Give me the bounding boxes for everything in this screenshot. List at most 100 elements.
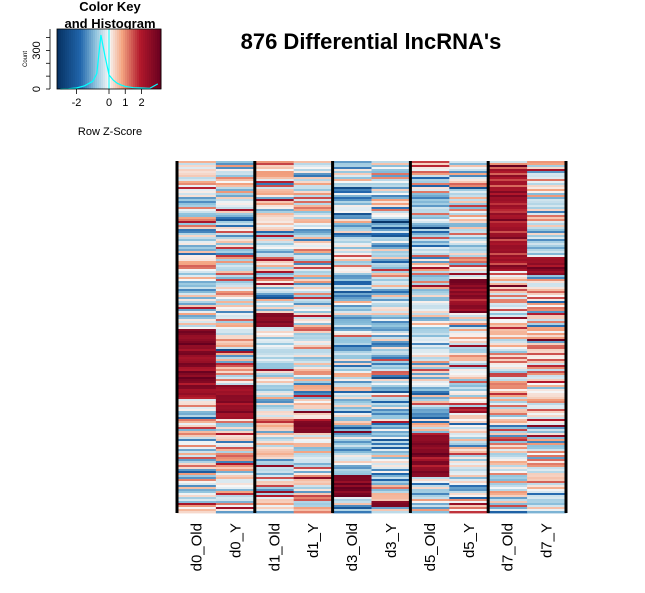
heatmap-cell xyxy=(410,231,450,234)
heatmap-cell xyxy=(371,215,411,218)
heatmap-cell xyxy=(527,239,567,242)
heatmap-cell xyxy=(254,357,295,360)
heatmap-cell xyxy=(254,295,295,298)
heatmap-cell xyxy=(293,359,333,362)
heatmap-cell xyxy=(332,451,372,454)
heatmap-cell xyxy=(293,191,333,194)
heatmap-cell xyxy=(488,453,528,456)
heatmap-cell xyxy=(254,403,295,406)
heatmap-cell xyxy=(293,423,333,426)
heatmap-cell xyxy=(254,303,295,306)
heatmap-cell xyxy=(254,335,295,338)
heatmap-cell xyxy=(371,451,411,454)
heatmap-cell xyxy=(332,165,372,168)
heatmap-cell xyxy=(410,263,450,266)
heatmap-cell xyxy=(177,211,217,214)
heatmap-cell xyxy=(527,371,567,374)
heatmap-cell xyxy=(527,343,567,346)
heatmap-cell xyxy=(215,501,256,504)
color-key-y-tick-label: 0 xyxy=(31,86,43,92)
heatmap-cell xyxy=(254,289,295,292)
heatmap-cell xyxy=(488,297,528,300)
heatmap-cell xyxy=(254,369,295,372)
heatmap-cell xyxy=(527,301,567,304)
heatmap-cell xyxy=(371,195,411,198)
heatmap-cell xyxy=(254,321,295,324)
heatmap-cell xyxy=(527,329,567,332)
color-key-swatch xyxy=(63,29,66,89)
heatmap-cell xyxy=(371,375,411,378)
heatmap-cell xyxy=(177,307,217,310)
heatmap-cell xyxy=(527,511,567,514)
heatmap-cell xyxy=(332,491,372,494)
heatmap-cell xyxy=(527,163,567,166)
heatmap-cell xyxy=(332,439,372,442)
heatmap-cell xyxy=(254,511,295,514)
heatmap-cell xyxy=(488,375,528,378)
heatmap-cell xyxy=(293,447,333,450)
heatmap-cell xyxy=(332,417,372,420)
heatmap-cell xyxy=(527,427,567,430)
heatmap-cell xyxy=(527,337,567,340)
heatmap-cell xyxy=(410,323,450,326)
heatmap-cell xyxy=(293,487,333,490)
heatmap-cell xyxy=(254,441,295,444)
heatmap-cell xyxy=(449,227,489,230)
heatmap-cell xyxy=(410,287,450,290)
heatmap-cell xyxy=(332,313,372,316)
heatmap-cell xyxy=(410,433,450,436)
heatmap-cell xyxy=(332,353,372,356)
heatmap-cell xyxy=(332,429,372,432)
heatmap-cell xyxy=(371,329,411,332)
heatmap-cell xyxy=(449,225,489,228)
heatmap-cell xyxy=(488,511,528,514)
heatmap-cell xyxy=(371,363,411,366)
heatmap-cell xyxy=(215,393,256,396)
heatmap-cell xyxy=(254,277,295,280)
heatmap-cell xyxy=(410,211,450,214)
color-key-swatch xyxy=(109,29,112,89)
heatmap-cell xyxy=(215,231,256,234)
heatmap-cell xyxy=(177,449,217,452)
heatmap-cell xyxy=(293,461,333,464)
heatmap-cell xyxy=(410,451,450,454)
heatmap-cell xyxy=(449,203,489,206)
heatmap-cell xyxy=(449,345,489,348)
heatmap-cell xyxy=(410,235,450,238)
heatmap-cell xyxy=(449,493,489,496)
heatmap-cell xyxy=(527,255,567,258)
heatmap-cell xyxy=(410,281,450,284)
color-key-swatch xyxy=(157,29,160,89)
heatmap-cell xyxy=(371,231,411,234)
heatmap-cell xyxy=(177,511,217,514)
heatmap-cell xyxy=(254,493,295,496)
heatmap-cell xyxy=(527,453,567,456)
heatmap-cell xyxy=(332,329,372,332)
heatmap-cell xyxy=(371,289,411,292)
heatmap-cell xyxy=(371,263,411,266)
color-key-swatch xyxy=(159,29,162,89)
heatmap-cell xyxy=(293,385,333,388)
heatmap-cell xyxy=(254,179,295,182)
heatmap-cell xyxy=(293,271,333,274)
heatmap-cell xyxy=(215,283,256,286)
heatmap-cell xyxy=(215,413,256,416)
heatmap-cell xyxy=(177,487,217,490)
heatmap-cell xyxy=(449,489,489,492)
heatmap-cell xyxy=(177,213,217,216)
heatmap-cell xyxy=(332,497,372,500)
heatmap-cell xyxy=(332,297,372,300)
heatmap-cell xyxy=(332,243,372,246)
heatmap-cell xyxy=(254,201,295,204)
heatmap-cell xyxy=(293,177,333,180)
heatmap-cell xyxy=(332,201,372,204)
heatmap-cell xyxy=(410,311,450,314)
heatmap-cell xyxy=(254,485,295,488)
heatmap-cell xyxy=(488,371,528,374)
heatmap-cell xyxy=(332,341,372,344)
heatmap-cell xyxy=(215,317,256,320)
color-key-swatch xyxy=(87,29,90,89)
heatmap-cell xyxy=(410,327,450,330)
color-key-swatch xyxy=(77,29,80,89)
